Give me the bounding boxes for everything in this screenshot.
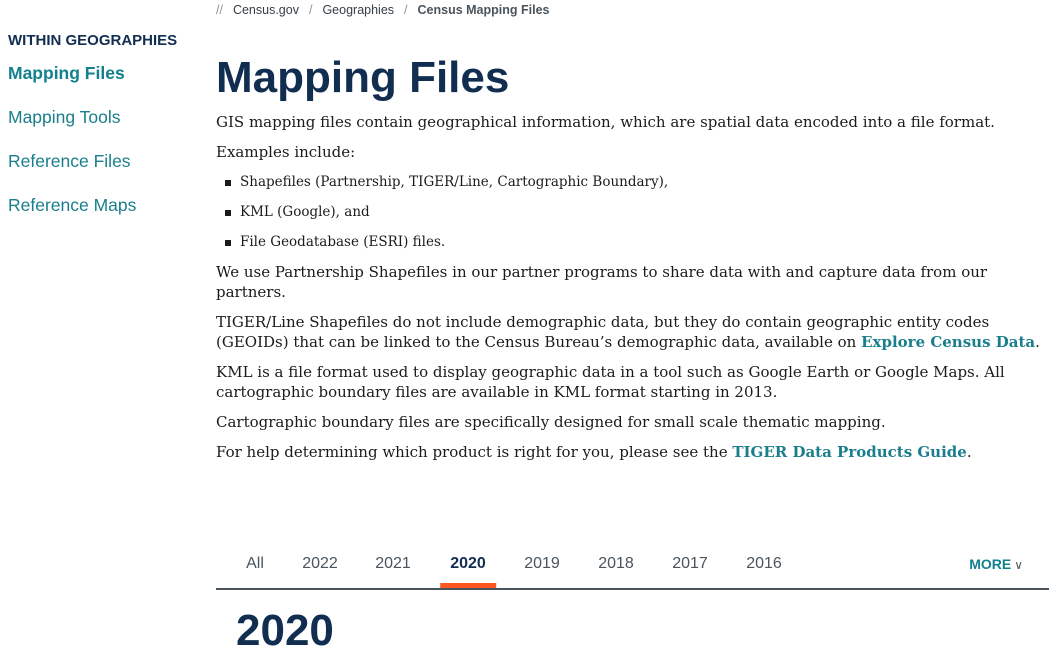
list-item: Shapefiles (Partnership, TIGER/Line, Car… (216, 172, 1051, 202)
tab-2021[interactable]: 2021 (375, 555, 411, 572)
kml-paragraph: KML is a file format used to display geo… (216, 363, 1005, 401)
more-tabs-button[interactable]: MORE ∨ (969, 550, 1023, 579)
intro-paragraph: GIS mapping files contain geographical i… (216, 113, 995, 131)
list-item: File Geodatabase (ESRI) files. (216, 232, 1051, 262)
tiger-paragraph: TIGER/Line Shapefiles do not include dem… (216, 312, 1051, 352)
tab-2022[interactable]: 2022 (302, 555, 338, 572)
breadcrumb-separator: / (308, 3, 313, 17)
sidebar-item-reference-files[interactable]: Reference Files (8, 151, 131, 171)
breadcrumb-prefix: // (216, 3, 223, 17)
tab-all[interactable]: All (246, 555, 264, 572)
tab-2017[interactable]: 2017 (672, 555, 708, 572)
examples-label: Examples include: (216, 143, 356, 161)
chevron-down-icon: ∨ (1014, 558, 1023, 572)
tab-2018[interactable]: 2018 (598, 555, 634, 572)
tab-2019[interactable]: 2019 (524, 555, 560, 572)
sidebar-heading: WITHIN GEOGRAPHIES (8, 32, 178, 49)
page-title: Mapping Files (216, 53, 510, 102)
tiger-data-products-guide-link[interactable]: TIGER Data Products Guide (732, 443, 967, 461)
sidebar-item-mapping-files[interactable]: Mapping Files (8, 63, 125, 83)
more-label: MORE (969, 556, 1012, 572)
help-text: For help determining which product is ri… (216, 443, 733, 461)
help-paragraph: For help determining which product is ri… (216, 442, 1051, 462)
breadcrumb-census-gov[interactable]: Census.gov (232, 3, 299, 17)
section-title: 2020 (236, 606, 334, 655)
breadcrumb-current: Census Mapping Files (417, 3, 550, 17)
carto-paragraph: Cartographic boundary files are specific… (216, 413, 886, 431)
partnership-paragraph: We use Partnership Shapefiles in our par… (216, 263, 988, 301)
help-end: . (966, 443, 972, 461)
sidebar: WITHIN GEOGRAPHIES Mapping Files Mapping… (8, 32, 177, 227)
breadcrumb-separator: / (404, 3, 408, 17)
tab-2020[interactable]: 2020 (440, 550, 496, 588)
sidebar-item-reference-maps[interactable]: Reference Maps (8, 195, 137, 215)
main-content: Mapping Files GIS mapping files contain … (216, 52, 1051, 472)
explore-census-data-link[interactable]: Explore Census Data (861, 333, 1036, 351)
tiger-end: . (1035, 333, 1040, 351)
breadcrumb-geographies[interactable]: Geographies (322, 3, 395, 17)
breadcrumb: // Census.gov / Geographies / Census Map… (216, 3, 549, 17)
tab-2016[interactable]: 2016 (746, 555, 782, 572)
year-tabs: All 2022 2021 2020 2019 2018 2017 2016 M… (216, 550, 1049, 590)
tiger-text: TIGER/Line Shapefiles do not include dem… (216, 313, 990, 351)
list-item: KML (Google), and (216, 202, 1051, 232)
examples-list: Shapefiles (Partnership, TIGER/Line, Car… (216, 172, 1051, 262)
sidebar-item-mapping-tools[interactable]: Mapping Tools (8, 107, 121, 127)
